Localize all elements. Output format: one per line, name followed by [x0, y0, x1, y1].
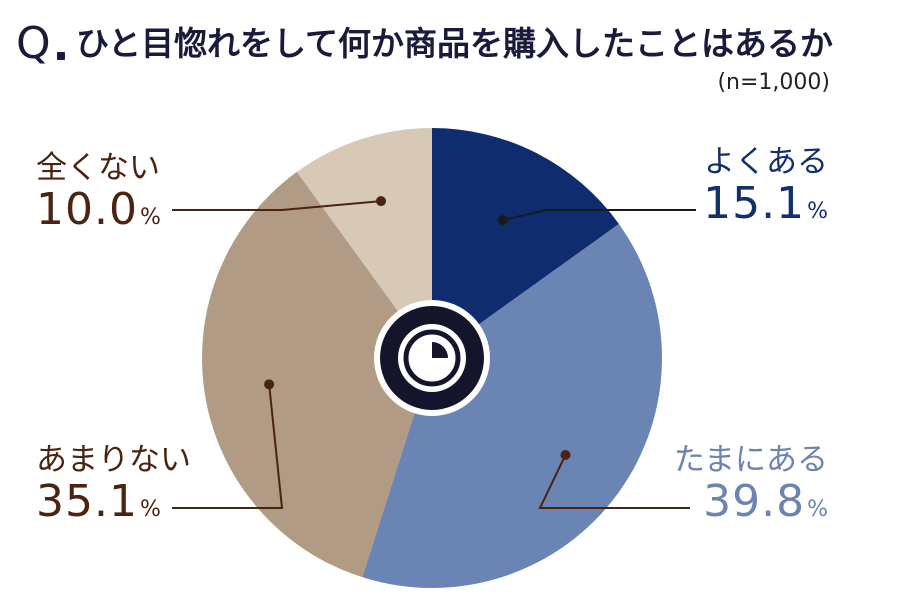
leader-line — [538, 454, 690, 509]
chart-title: ひと目惚れをして何か商品を購入したことはあるか — [76, 24, 834, 63]
question-q-mark: Q — [16, 18, 51, 69]
slice-label-name: あまりない — [36, 442, 191, 478]
slice-label-often: よくある 15.1% — [703, 144, 828, 228]
sample-size-note: (n=1,000) — [717, 70, 830, 95]
slice-label-value: 39.8 — [703, 476, 806, 527]
leader-dot — [264, 379, 275, 390]
pie-slice — [201, 171, 432, 578]
leader-line — [172, 384, 284, 509]
slice-label-sometimes: たまにある 39.8% — [674, 442, 828, 526]
pie-slice — [296, 128, 432, 358]
question-dot — [57, 52, 65, 60]
slice-label-unit: % — [807, 199, 828, 224]
slice-label-value: 15.1 — [703, 178, 806, 229]
slice-label-value: 10.0 — [36, 184, 138, 235]
slice-label-name: よくある — [704, 144, 828, 180]
slice-label-unit: % — [807, 497, 828, 522]
slice-label-never: 全くない 10.0% — [36, 150, 161, 234]
clock-icon — [374, 300, 490, 416]
slice-label-unit: % — [139, 205, 161, 230]
pie-slice — [362, 223, 662, 588]
slice-label-name: 全くない — [36, 150, 160, 186]
leader-dot — [497, 215, 508, 226]
slice-label-rarely: あまりない 35.1% — [36, 442, 191, 526]
slice-label-value: 35.1 — [36, 476, 138, 527]
leader-dot — [560, 449, 571, 460]
slice-label-unit: % — [139, 497, 161, 522]
leader-line — [502, 209, 696, 222]
leader-dot — [376, 196, 387, 207]
pie-slice — [432, 128, 619, 358]
slice-label-name: たまにある — [673, 442, 828, 478]
leader-line — [172, 200, 382, 211]
